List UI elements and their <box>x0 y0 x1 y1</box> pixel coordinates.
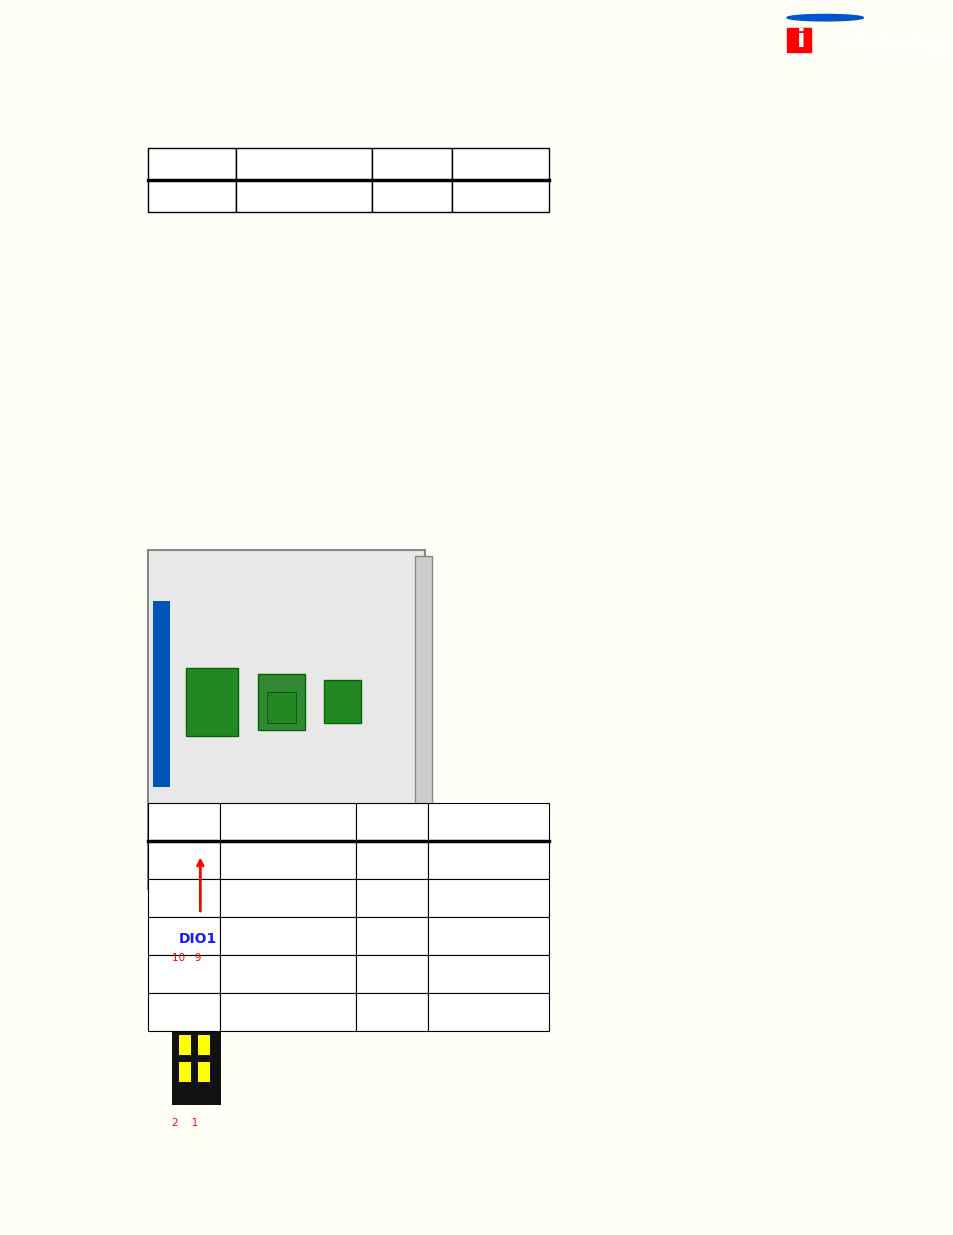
Bar <box>372 180 452 212</box>
Text: i: i <box>796 28 805 52</box>
Bar <box>355 879 428 916</box>
Bar <box>355 803 428 841</box>
Bar <box>148 148 235 180</box>
Bar <box>786 28 810 52</box>
Bar <box>148 916 220 955</box>
Bar <box>220 955 355 993</box>
Circle shape <box>786 15 862 21</box>
Bar <box>198 1008 210 1028</box>
Bar <box>267 692 295 722</box>
Bar <box>220 841 355 879</box>
Bar <box>167 867 405 889</box>
Bar <box>452 148 548 180</box>
Text: ®Technology Corp.: ®Technology Corp. <box>839 37 953 52</box>
Bar <box>148 841 220 879</box>
Bar <box>179 981 191 1000</box>
Bar <box>198 1062 210 1082</box>
Bar <box>148 955 220 993</box>
Bar <box>148 180 235 212</box>
Text: 10   9: 10 9 <box>172 953 201 963</box>
Bar <box>179 1062 191 1082</box>
Bar <box>220 803 355 841</box>
Bar <box>148 803 220 841</box>
Bar <box>235 148 372 180</box>
Text: 2    1: 2 1 <box>172 1118 198 1128</box>
Bar <box>324 679 360 722</box>
Bar <box>355 993 428 1031</box>
Bar <box>220 916 355 955</box>
Bar <box>428 803 548 841</box>
Bar <box>198 1035 210 1055</box>
Bar <box>220 993 355 1031</box>
Bar <box>415 556 432 877</box>
Bar <box>179 953 191 973</box>
Bar <box>148 879 220 916</box>
Bar <box>257 674 305 730</box>
Bar <box>179 1008 191 1028</box>
Bar <box>172 951 221 1105</box>
Bar <box>148 550 424 889</box>
Text: DIO1: DIO1 <box>178 932 216 946</box>
Bar <box>220 879 355 916</box>
Bar <box>186 668 238 736</box>
Bar <box>452 180 548 212</box>
Bar <box>372 148 452 180</box>
Bar <box>235 180 372 212</box>
Bar <box>428 879 548 916</box>
Bar <box>428 993 548 1031</box>
Bar <box>428 916 548 955</box>
Bar <box>355 841 428 879</box>
Bar <box>148 993 220 1031</box>
Bar <box>179 1035 191 1055</box>
Bar <box>152 600 170 788</box>
Bar <box>198 981 210 1000</box>
Bar <box>355 955 428 993</box>
Bar <box>198 953 210 973</box>
Bar <box>428 955 548 993</box>
Bar <box>428 841 548 879</box>
Bar <box>355 916 428 955</box>
